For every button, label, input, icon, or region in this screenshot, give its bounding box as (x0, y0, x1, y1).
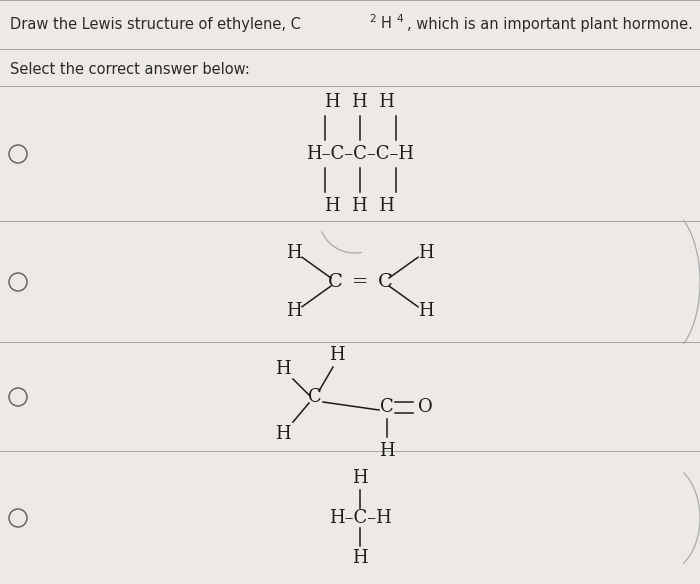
Text: H: H (275, 360, 290, 378)
Text: 2: 2 (369, 14, 376, 24)
Text: C: C (380, 398, 394, 416)
Text: H–C–C–C–H: H–C–C–C–H (306, 145, 414, 163)
Text: C: C (308, 388, 322, 406)
Text: H: H (286, 302, 302, 320)
Text: Draw the Lewis structure of ethylene, C: Draw the Lewis structure of ethylene, C (10, 16, 301, 32)
Text: 4: 4 (396, 14, 402, 24)
Text: H: H (275, 425, 290, 443)
Text: O: O (418, 398, 433, 416)
Text: , which is an important plant hormone.: , which is an important plant hormone. (407, 16, 693, 32)
Text: H: H (418, 302, 434, 320)
Text: H: H (381, 16, 392, 32)
Text: H: H (418, 244, 434, 262)
Text: H  H  H: H H H (325, 93, 395, 111)
Text: C: C (377, 273, 393, 291)
Text: H: H (286, 244, 302, 262)
Text: H: H (352, 469, 368, 487)
Text: H: H (379, 442, 395, 460)
Text: H: H (329, 346, 345, 364)
Text: Select the correct answer below:: Select the correct answer below: (10, 61, 250, 77)
Text: H–C–H: H–C–H (328, 509, 391, 527)
Text: H: H (352, 549, 368, 567)
Text: C: C (328, 273, 342, 291)
Text: =: = (351, 273, 368, 291)
Text: H  H  H: H H H (325, 197, 395, 215)
